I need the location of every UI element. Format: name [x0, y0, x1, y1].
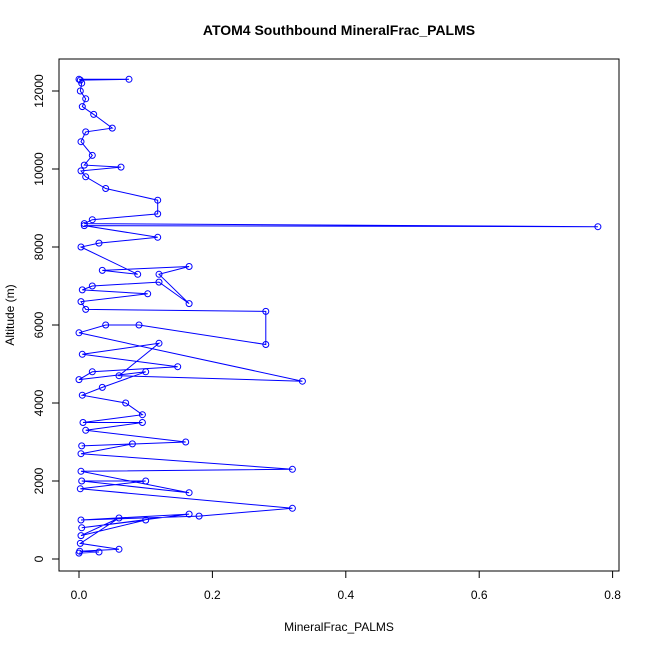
data-point — [195, 512, 203, 520]
data-point — [155, 278, 163, 286]
data-point — [134, 270, 142, 278]
x-tick-label: 0.8 — [604, 588, 621, 602]
data-point — [78, 79, 86, 87]
data-point — [77, 138, 85, 146]
data-point — [95, 548, 103, 556]
data-point — [174, 363, 182, 371]
x-tick-label: 0.4 — [337, 588, 354, 602]
data-point — [78, 477, 86, 485]
x-tick-label: 0.0 — [71, 588, 88, 602]
data-point — [90, 110, 98, 118]
x-tick-label: 0.2 — [204, 588, 221, 602]
data-point — [155, 270, 163, 278]
data-point — [288, 465, 296, 473]
data-point — [125, 75, 133, 83]
data-point — [185, 489, 193, 497]
data-point — [80, 161, 88, 169]
data-point — [80, 220, 88, 228]
data-point — [185, 263, 193, 270]
data-point — [142, 368, 150, 376]
y-tick-label: 2000 — [32, 467, 46, 494]
data-point — [88, 216, 96, 224]
x-tick-label: 0.6 — [471, 588, 488, 602]
data-point — [77, 467, 85, 475]
y-tick-label: 0 — [32, 555, 46, 562]
data-point — [142, 477, 150, 485]
data-point — [88, 368, 96, 376]
y-tick-label: 10000 — [32, 152, 46, 186]
data-point — [77, 243, 85, 251]
data-point — [594, 223, 602, 231]
y-tick-label: 8000 — [32, 233, 46, 260]
data-point — [77, 167, 85, 175]
x-axis: 0.0 0.2 0.4 0.6 0.8 — [71, 570, 621, 602]
data-point — [95, 239, 103, 247]
data-point — [76, 485, 84, 493]
data-point — [82, 173, 90, 181]
data-point — [182, 438, 190, 446]
data-point — [78, 442, 86, 450]
data-point — [82, 95, 90, 103]
data-point — [185, 300, 193, 308]
y-tick-label: 12000 — [32, 74, 46, 108]
data-point — [78, 350, 86, 358]
data-point — [78, 103, 86, 111]
data-point — [78, 286, 86, 294]
data-point — [77, 532, 85, 540]
data-point — [154, 196, 162, 204]
series-line — [78, 78, 598, 554]
series-group — [75, 75, 602, 557]
data-point — [78, 524, 86, 532]
data-point — [82, 128, 90, 136]
data-point — [122, 399, 130, 407]
y-tick-label: 6000 — [32, 311, 46, 338]
data-point — [108, 124, 116, 132]
data-point — [135, 321, 143, 329]
data-point — [75, 549, 83, 557]
data-point — [138, 411, 146, 419]
data-point — [144, 290, 152, 298]
data-point — [82, 305, 90, 313]
data-point — [88, 282, 96, 290]
data-point — [128, 440, 136, 448]
x-axis-label: MineralFrac_PALMS — [284, 620, 394, 634]
data-point — [75, 376, 83, 384]
data-point — [117, 163, 125, 171]
data-point — [288, 504, 296, 512]
data-point — [102, 321, 110, 329]
data-point — [115, 545, 123, 553]
data-point — [298, 377, 306, 385]
data-point — [98, 266, 106, 274]
data-point — [262, 307, 270, 315]
chart-title: ATOM4 Southbound MineralFrac_PALMS — [203, 22, 475, 38]
data-point — [155, 339, 163, 347]
data-point — [76, 87, 84, 95]
data-point — [79, 419, 87, 426]
data-point — [262, 341, 270, 348]
y-tick-label: 4000 — [32, 389, 46, 416]
data-point — [78, 391, 86, 399]
data-point — [88, 151, 96, 159]
data-point — [142, 516, 150, 524]
data-point — [77, 516, 85, 524]
data-point — [115, 372, 123, 380]
data-point — [138, 419, 146, 426]
data-point — [82, 426, 90, 434]
data-point — [98, 383, 106, 391]
data-point — [154, 233, 162, 241]
data-point — [154, 210, 162, 218]
y-axis: 0 2000 4000 6000 8000 10000 12000 — [32, 74, 60, 562]
data-point — [77, 298, 85, 306]
data-point — [80, 222, 88, 230]
y-axis-label: Altitude (m) — [3, 284, 17, 345]
data-point — [76, 539, 84, 547]
data-point — [185, 510, 193, 518]
data-point — [102, 185, 110, 192]
data-point — [77, 450, 85, 458]
data-point — [75, 329, 83, 337]
data-point — [115, 514, 123, 522]
